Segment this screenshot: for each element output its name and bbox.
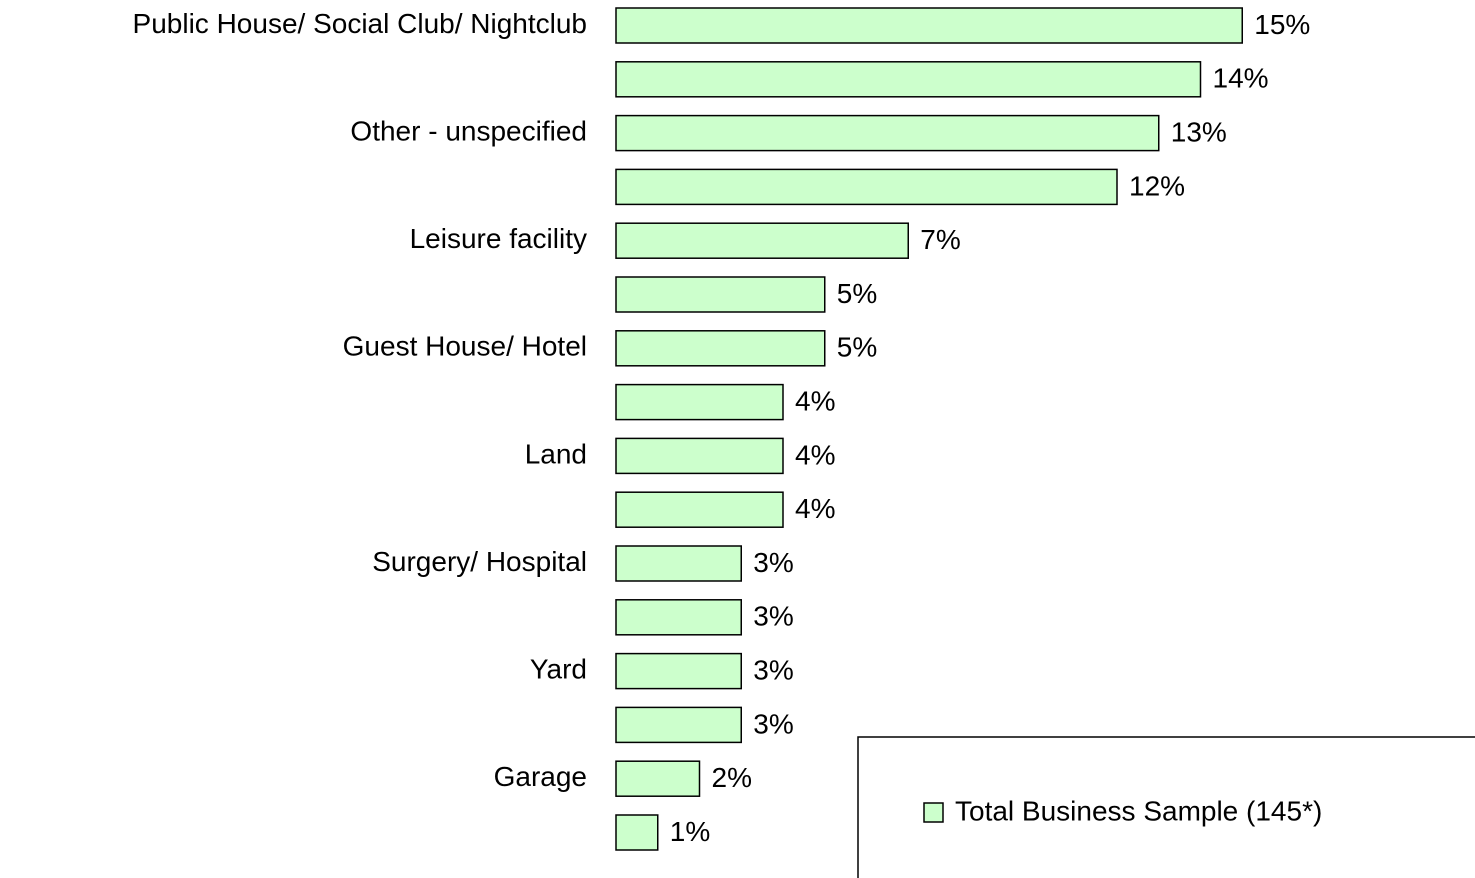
bar (615, 760, 701, 797)
category-label: Guest House/ Hotel (343, 331, 587, 362)
bar (615, 330, 826, 367)
value-label: 7% (920, 224, 960, 255)
category-label: Public House/ Social Club/ Nightclub (133, 8, 587, 39)
category-label: Land (525, 438, 587, 469)
category-label: Yard (530, 653, 587, 684)
bar (615, 168, 1118, 206)
value-label: 12% (1129, 170, 1185, 201)
bar (615, 437, 784, 475)
value-label: 1% (670, 816, 710, 847)
value-label: 3% (753, 654, 793, 685)
bar (615, 222, 909, 259)
bar (615, 545, 742, 582)
bar (615, 7, 1243, 44)
category-label: Leisure facility (410, 223, 587, 254)
value-label: 14% (1213, 63, 1269, 94)
value-label: 13% (1171, 116, 1227, 147)
bar (615, 491, 784, 528)
category-label: Other - unspecified (350, 115, 587, 146)
legend-box (857, 736, 1475, 878)
bar (615, 276, 826, 313)
value-label: 15% (1254, 9, 1310, 40)
legend-swatch (923, 802, 944, 823)
value-label: 5% (837, 278, 877, 309)
bar (615, 114, 1160, 152)
bar (615, 61, 1202, 98)
value-label: 4% (795, 385, 835, 416)
bar (615, 706, 742, 744)
category-label: Surgery/ Hospital (372, 546, 587, 577)
value-label: 3% (753, 601, 793, 632)
value-label: 4% (795, 493, 835, 524)
value-label: 3% (753, 547, 793, 578)
value-label: 3% (753, 708, 793, 739)
bar (615, 599, 742, 636)
bar (615, 652, 742, 690)
value-label: 2% (712, 762, 752, 793)
value-label: 5% (837, 332, 877, 363)
legend-label: Total Business Sample (145*) (955, 795, 1322, 826)
bar (615, 814, 659, 851)
category-label: Garage (494, 761, 587, 792)
value-label: 4% (795, 439, 835, 470)
bar (615, 383, 784, 421)
